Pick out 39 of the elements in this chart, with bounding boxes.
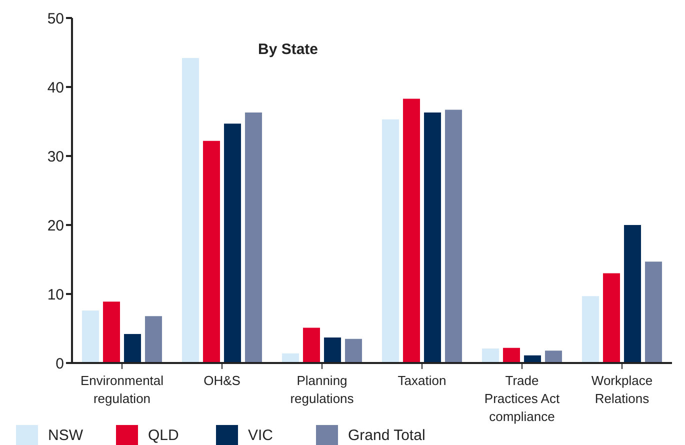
bar	[82, 310, 99, 363]
bar	[382, 119, 399, 363]
bar	[503, 348, 520, 363]
x-tick-label: Taxation	[398, 373, 446, 388]
x-tick-label: Trade Practices Act compliance	[484, 373, 560, 424]
legend-label: VIC	[248, 426, 274, 444]
y-tick-label: 20	[47, 217, 64, 234]
bar	[445, 110, 462, 363]
text: By State	[258, 41, 318, 58]
x-tick-label: OH&S	[204, 373, 241, 388]
x-tick-label: Workplace Relations	[591, 373, 653, 406]
x-tick-label: Planning regulations	[290, 373, 354, 406]
bar	[245, 112, 262, 363]
bar	[103, 302, 120, 363]
bar	[582, 296, 599, 363]
bar	[224, 124, 241, 363]
y-tick-label: 40	[47, 79, 64, 96]
bar	[545, 350, 562, 363]
legend-label: Grand Total	[348, 426, 426, 444]
bar	[203, 140, 220, 363]
x-tick-label: Environmental regulation	[80, 373, 164, 406]
bar	[645, 262, 662, 363]
bar	[345, 338, 362, 363]
bar	[124, 334, 141, 363]
y-tick-label: 0	[56, 355, 64, 372]
bar	[324, 337, 341, 363]
bar	[182, 58, 199, 363]
y-tick-label: 50	[47, 10, 64, 28]
y-tick-label: 30	[47, 148, 64, 166]
bar	[603, 273, 620, 363]
bar	[424, 112, 441, 363]
bar	[145, 316, 162, 363]
legend-label: NSW	[48, 426, 83, 444]
bar	[403, 98, 420, 363]
y-tick-label: 10	[47, 286, 64, 304]
bar	[482, 348, 499, 363]
legend-label: QLD	[148, 426, 179, 444]
bar	[303, 328, 320, 363]
bar	[624, 225, 641, 363]
